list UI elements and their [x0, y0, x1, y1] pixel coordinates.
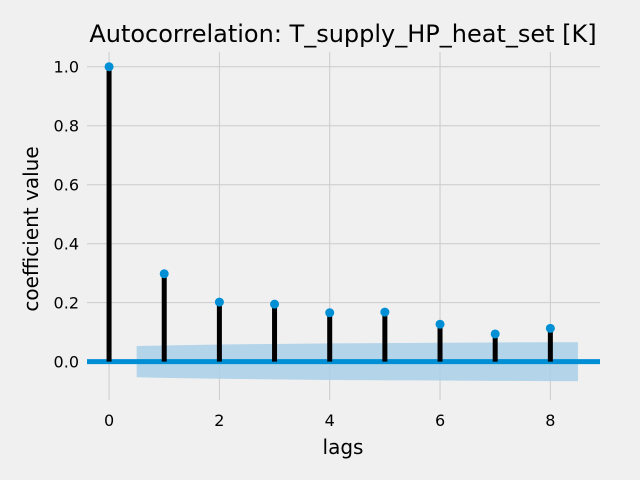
y-tick-label: 0.6 — [54, 176, 79, 195]
stem-marker-lag-2 — [214, 297, 224, 307]
x-tick-label: 0 — [104, 411, 114, 430]
stem-marker-lag-7 — [490, 329, 500, 339]
x-tick-label: 8 — [545, 411, 555, 430]
stem-marker-lag-0 — [104, 62, 114, 72]
stem-marker-lag-1 — [159, 269, 169, 279]
stem-marker-lag-4 — [325, 308, 335, 318]
stem-marker-lag-3 — [270, 299, 280, 309]
y-axis-label: coefficient value — [19, 146, 43, 311]
x-tick-label: 2 — [214, 411, 224, 430]
x-tick-label: 4 — [325, 411, 335, 430]
stem-marker-lag-6 — [435, 319, 445, 329]
y-tick-label: 0.8 — [54, 117, 79, 136]
y-tick-labels: 0.0 0.2 0.4 0.6 0.8 1.0 — [54, 58, 79, 372]
x-tick-labels: 0 2 4 6 8 — [104, 411, 555, 430]
stem-marker-lag-8 — [545, 323, 555, 333]
y-tick-label: 0.2 — [54, 294, 79, 313]
y-tick-label: 0.4 — [54, 235, 79, 254]
x-tick-label: 6 — [435, 411, 445, 430]
y-tick-label: 0.0 — [54, 353, 79, 372]
stem-series — [104, 62, 555, 362]
chart-title: Autocorrelation: T_supply_HP_heat_set [K… — [89, 20, 596, 48]
x-axis-label: lags — [323, 435, 364, 459]
stem-marker-lag-5 — [380, 307, 390, 317]
y-tick-label: 1.0 — [54, 58, 79, 77]
